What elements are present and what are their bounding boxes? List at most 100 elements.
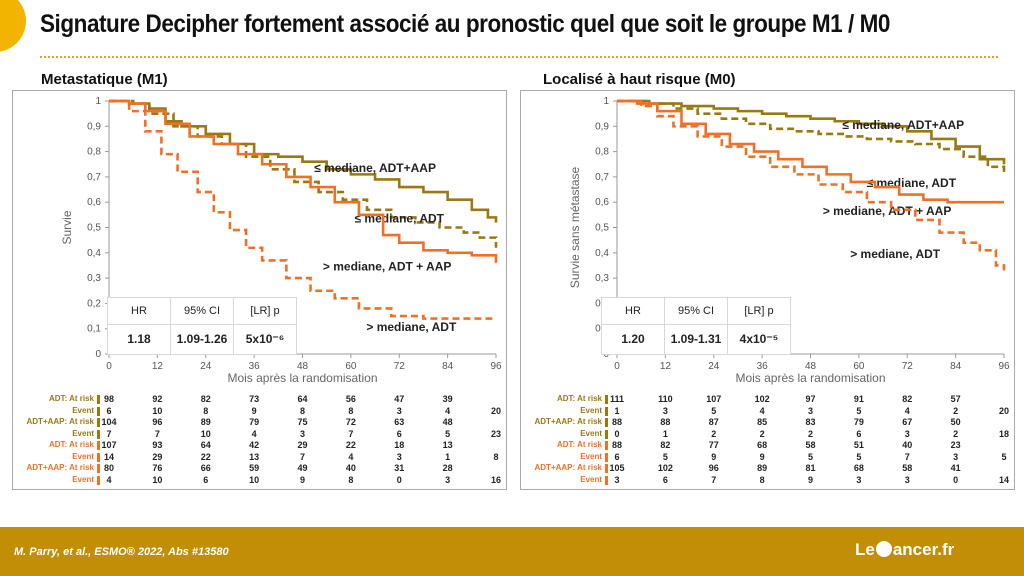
risk-row-marker xyxy=(605,452,608,462)
ci-header: 95% CI xyxy=(171,298,234,324)
risk-cell: 9 xyxy=(299,474,306,485)
slide-title: Signature Decipher fortement associé au … xyxy=(40,10,890,38)
risk-row: ADT+AAP: At risk 105 102 96 89 81 68 58 41 xyxy=(521,462,1014,474)
corner-accent xyxy=(0,0,26,52)
risk-cell: 2 xyxy=(759,428,765,439)
x-tick-label: 84 xyxy=(442,361,454,372)
risk-cell: 102 xyxy=(657,463,673,473)
risk-cell: 63 xyxy=(394,417,405,427)
risk-cell: 2 xyxy=(711,428,717,439)
x-tick-label: 0 xyxy=(614,361,620,372)
risk-row-marker xyxy=(605,395,608,404)
risk-cell: 6 xyxy=(396,428,402,439)
risk-cell: 76 xyxy=(152,463,163,473)
x-tick-label: 60 xyxy=(853,361,865,372)
risk-cell: 96 xyxy=(152,417,163,427)
risk-row: Event 6 5 9 9 5 5 7 3 5 xyxy=(521,451,1014,463)
risk-cell: 3 xyxy=(807,405,814,416)
series-label: ≤ mediane, ADT xyxy=(355,211,445,225)
risk-row-marker xyxy=(97,441,100,450)
risk-row-marker xyxy=(97,429,100,439)
risk-cell: 110 xyxy=(658,394,673,404)
risk-cell: 92 xyxy=(152,394,163,404)
risk-cell: 20 xyxy=(490,405,502,416)
risk-cell: 9 xyxy=(807,474,814,485)
risk-cell: 80 xyxy=(103,463,115,473)
risk-cell: 9 xyxy=(759,451,765,462)
risk-row-label: ADT+AAP: At risk xyxy=(534,417,603,426)
risk-row-label: ADT+AAP: At risk xyxy=(26,463,95,472)
risk-cell: 2 xyxy=(953,405,959,416)
risk-cell: 0 xyxy=(614,428,620,439)
risk-cell: 97 xyxy=(805,394,816,404)
risk-cell: 104 xyxy=(101,417,117,427)
risk-row-label: Event xyxy=(72,451,94,461)
risk-cell: 107 xyxy=(706,394,722,404)
y-tick-label: 0,2 xyxy=(87,298,101,309)
risk-cell: 5 xyxy=(856,451,862,462)
y-tick-label: 1 xyxy=(603,96,609,107)
risk-row-label: ADT+AAP: At risk xyxy=(26,417,95,426)
risk-cell: 31 xyxy=(394,463,405,473)
footer-citation: M. Parry, et al., ESMO® 2022, Abs #13580 xyxy=(14,546,229,558)
risk-row-label: Event xyxy=(72,428,94,438)
risk-row-label: ADT: At risk xyxy=(48,440,94,449)
risk-row: Event 14 29 22 13 7 4 3 1 8 xyxy=(13,451,506,463)
risk-row-marker xyxy=(605,475,608,485)
y-tick-label: 0,7 xyxy=(87,172,101,183)
risk-cell: 10 xyxy=(249,474,260,485)
x-tick-label: 72 xyxy=(902,361,914,372)
risk-cell: 79 xyxy=(249,417,260,427)
risk-cell: 8 xyxy=(299,405,306,416)
risk-cell: 23 xyxy=(950,440,961,450)
risk-cell: 5 xyxy=(1001,451,1007,462)
y-tick-label: 0,3 xyxy=(595,273,609,284)
risk-cell: 49 xyxy=(297,463,308,473)
risk-cell: 3 xyxy=(396,405,402,416)
risk-cell: 10 xyxy=(152,474,163,485)
risk-cell: 87 xyxy=(708,417,719,427)
risk-row-marker xyxy=(97,395,100,404)
risk-cell: 89 xyxy=(757,463,768,473)
risk-cell: 82 xyxy=(660,440,671,450)
risk-cell: 10 xyxy=(152,405,163,416)
y-tick-label: 1 xyxy=(95,96,101,107)
risk-cell: 0 xyxy=(953,474,959,485)
series-label: > mediane, ADT + AAP xyxy=(823,204,951,218)
panel-metastatic: Metastatique (M1) 0 0,1 0,2 0,3 0,4 0,5 0,6 0,7… xyxy=(12,71,507,490)
risk-cell: 3 xyxy=(614,474,620,485)
risk-cell: 6 xyxy=(662,474,668,485)
risk-cell: 64 xyxy=(297,394,308,404)
risk-row-label: Event xyxy=(580,451,602,461)
risk-cell: 3 xyxy=(396,451,402,462)
risk-row: ADT+AAP: At risk 104 96 89 79 75 72 63 48 xyxy=(13,416,506,428)
risk-cell: 40 xyxy=(345,463,356,473)
risk-row-label: Event xyxy=(72,405,94,415)
risk-cell: 64 xyxy=(200,440,211,450)
risk-cell: 6 xyxy=(614,451,620,462)
risk-cell: 83 xyxy=(805,417,816,427)
risk-cell: 6 xyxy=(106,405,112,416)
risk-cell: 29 xyxy=(152,451,163,462)
risk-cell: 18 xyxy=(998,428,1010,439)
y-tick-label: 0,8 xyxy=(595,147,609,158)
risk-cell: 8 xyxy=(348,474,354,485)
risk-cell: 75 xyxy=(297,417,308,427)
risk-row-marker xyxy=(605,429,608,439)
y-tick-label: 0 xyxy=(95,349,101,360)
series-label: ≤ mediane, ADT+AAP xyxy=(314,161,436,175)
risk-row: Event 3 6 7 8 9 3 3 0 14 xyxy=(521,474,1014,486)
x-tick-label: 96 xyxy=(998,361,1010,372)
y-tick-label: 0,5 xyxy=(87,223,101,234)
risk-row-marker xyxy=(97,406,100,416)
y-tick-label: 0,9 xyxy=(87,121,101,132)
x-axis-title: Mois après la randomisation xyxy=(227,371,377,385)
risk-cell: 91 xyxy=(853,394,864,404)
risk-cell: 9 xyxy=(711,451,717,462)
risk-cell: 59 xyxy=(249,463,260,473)
x-tick-label: 24 xyxy=(200,361,212,372)
x-tick-label: 84 xyxy=(950,361,962,372)
series-line xyxy=(109,99,498,248)
risk-cell: 98 xyxy=(103,394,115,404)
y-tick-label: 0,6 xyxy=(595,197,609,208)
